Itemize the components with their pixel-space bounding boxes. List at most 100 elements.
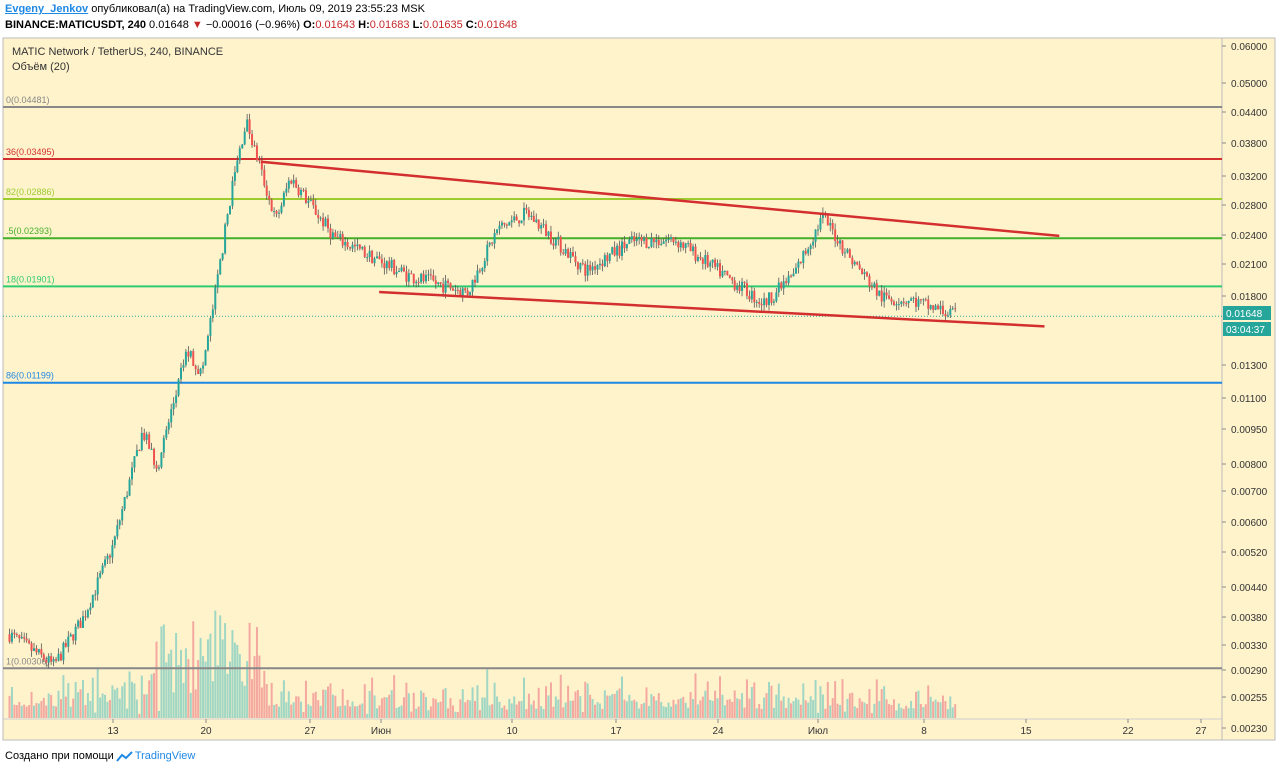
low-value: 0.01635	[422, 19, 463, 31]
volume-bar	[939, 702, 942, 718]
volume-bar	[618, 688, 621, 718]
volume-bar	[611, 694, 614, 718]
tradingview-link[interactable]: TradingView	[134, 750, 196, 762]
volume-bar	[922, 707, 925, 718]
volume-bar	[417, 706, 420, 718]
candle-body	[856, 261, 859, 265]
candle-body	[606, 255, 609, 261]
volume-bar	[907, 708, 910, 718]
volume-bar	[552, 706, 555, 718]
volume-bar	[464, 702, 467, 718]
candle-body	[86, 610, 89, 618]
volume-bar	[652, 696, 655, 718]
candle-body	[121, 509, 124, 521]
price-tick-label: 0.00600	[1231, 518, 1268, 529]
candle-body	[79, 620, 82, 628]
candle-body	[344, 241, 347, 246]
candle-body	[814, 229, 817, 242]
volume-bar	[900, 707, 903, 718]
candle-body	[699, 256, 702, 259]
candle-body	[763, 298, 766, 306]
candle-body	[645, 237, 648, 248]
candle-body	[238, 148, 241, 161]
volume-bar	[454, 711, 457, 718]
volume-bar	[929, 696, 932, 718]
plot-area[interactable]	[2, 37, 1223, 741]
candle-body	[434, 280, 437, 285]
candle-body	[623, 241, 626, 249]
candle-body	[694, 246, 697, 261]
candle-body	[576, 262, 579, 270]
volume-bar	[770, 685, 773, 718]
volume-bar	[280, 691, 283, 718]
volume-bar	[432, 698, 435, 718]
volume-bar	[843, 711, 846, 718]
candle-body	[148, 434, 151, 449]
price-tick-label: 0.00440	[1231, 583, 1268, 594]
volume-bar	[202, 656, 205, 718]
volume-bar	[562, 707, 565, 718]
candle-body	[581, 263, 584, 265]
volume-bar	[339, 705, 342, 718]
volume-bar	[723, 705, 726, 718]
volume-bar	[380, 698, 383, 718]
candle-body	[841, 240, 844, 254]
volume-bar	[319, 705, 322, 718]
volume-bar	[353, 706, 356, 718]
candle-body	[790, 275, 793, 277]
chart-svg[interactable]: 0(0.04481) 36(0.03495) 82(0.02886) .5(0.023…	[0, 0, 1280, 750]
volume-bar	[741, 693, 744, 718]
volume-bar	[238, 654, 241, 718]
candle-body	[711, 259, 714, 263]
volume-bar	[567, 685, 570, 718]
price-tick-label: 0.02800	[1231, 201, 1268, 212]
candle-body	[682, 242, 685, 249]
volume-bar	[763, 697, 766, 718]
candle-body	[625, 244, 628, 249]
volume-bar	[30, 691, 33, 718]
symbol-label: BINANCE:MATICUSDT, 240	[5, 19, 146, 31]
price-axis-area[interactable]	[1221, 37, 1276, 741]
volume-bar	[361, 703, 364, 718]
candle-body	[172, 403, 175, 410]
volume-bar	[814, 680, 817, 718]
author-link[interactable]: Evgeny_Jenkov	[5, 3, 89, 15]
volume-bar	[883, 686, 886, 718]
candle-body	[601, 263, 604, 267]
volume-bar	[635, 701, 638, 718]
volume-bar	[206, 639, 209, 718]
candle-body	[96, 577, 99, 595]
candle-body	[647, 246, 650, 248]
volume-bar	[949, 696, 952, 718]
candle-body	[402, 267, 405, 272]
volume-bar	[226, 673, 229, 718]
open-label: O:	[303, 19, 316, 31]
candle-body	[567, 248, 570, 258]
candle-body	[736, 286, 739, 290]
candle-body	[650, 237, 653, 247]
candle-body	[356, 244, 359, 247]
candle-body	[782, 281, 785, 289]
candle-body	[591, 266, 594, 271]
volume-bar	[175, 633, 178, 718]
candle-body	[94, 594, 97, 596]
volume-bar	[69, 706, 72, 718]
volume-bar	[640, 703, 643, 718]
volume-bar	[285, 702, 288, 718]
candle-body	[858, 264, 861, 269]
candle-body	[721, 271, 724, 277]
candle-body	[679, 242, 682, 248]
tradingview-logo-icon	[116, 751, 133, 762]
volume-bar	[229, 661, 231, 718]
volume-bar	[858, 698, 861, 718]
candle-body	[275, 211, 278, 214]
price-value: 0.01648	[149, 19, 189, 31]
volume-bar	[760, 708, 763, 718]
candle-body	[520, 220, 523, 224]
time-tick-label: 17	[610, 726, 622, 737]
volume-bar	[241, 681, 244, 718]
volume-bar	[89, 700, 92, 718]
volume-bar	[113, 689, 116, 718]
price-tick-label: 0.00255	[1231, 693, 1268, 704]
candle-body	[182, 364, 185, 368]
